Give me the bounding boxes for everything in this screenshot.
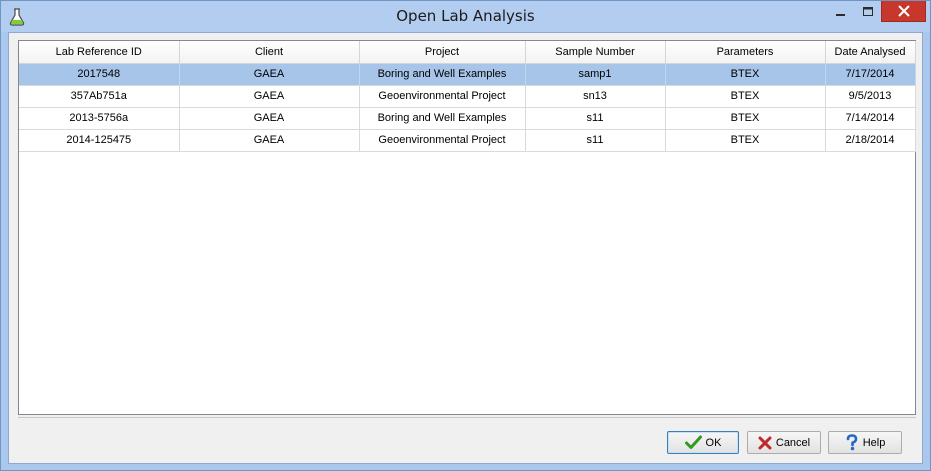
cell-lab-reference-id: 2014-125475 [19,129,180,152]
window-title: Open Lab Analysis [396,7,535,25]
flask-icon [9,8,25,26]
cell-parameters: BTEX [665,107,826,130]
help-button[interactable]: Help [828,431,902,454]
cell-date-analysed: 7/17/2014 [825,63,916,86]
cell-date-analysed: 2/18/2014 [825,129,916,152]
table-row[interactable]: 2017548 GAEA Boring and Well Examples sa… [19,63,916,86]
cancel-button[interactable]: Cancel [747,431,821,454]
cell-client: GAEA [179,85,360,108]
cell-lab-reference-id: 2013-5756a [19,107,180,130]
cell-project: Geoenvironmental Project [359,129,526,152]
cell-parameters: BTEX [665,85,826,108]
minimize-button[interactable] [828,1,854,22]
column-header-parameters[interactable]: Parameters [665,41,826,64]
column-header-date-analysed[interactable]: Date Analysed [825,41,916,64]
column-header-project[interactable]: Project [359,41,526,64]
cell-sample-number: samp1 [525,63,666,86]
button-panel: OK Cancel Help [18,417,916,457]
cell-lab-reference-id: 357Ab751a [19,85,180,108]
column-header-lab-reference-id[interactable]: Lab Reference ID [19,41,180,64]
cell-client: GAEA [179,129,360,152]
cell-sample-number: sn13 [525,85,666,108]
maximize-button[interactable] [854,1,881,22]
table-row[interactable]: 2014-125475 GAEA Geoenvironmental Projec… [19,129,916,152]
dialog-client-area: Lab Reference ID Client Project Sample N… [8,32,923,464]
cell-client: GAEA [179,107,360,130]
cell-project: Boring and Well Examples [359,107,526,130]
cell-parameters: BTEX [665,129,826,152]
cell-project: Geoenvironmental Project [359,85,526,108]
ok-button[interactable]: OK [667,431,739,454]
cell-lab-reference-id: 2017548 [19,63,180,86]
table-row[interactable]: 2013-5756a GAEA Boring and Well Examples… [19,107,916,130]
help-button-label: Help [862,436,886,449]
cell-sample-number: s11 [525,107,666,130]
close-icon [897,5,910,17]
minimize-icon [836,13,845,16]
cancel-button-label: Cancel [775,436,811,449]
title-bar[interactable]: Open Lab Analysis [1,1,930,32]
cell-sample-number: s11 [525,129,666,152]
question-mark-icon [846,434,857,451]
table-header-row: Lab Reference ID Client Project Sample N… [19,41,916,64]
ok-button-label: OK [705,436,722,449]
maximize-icon [862,6,873,16]
lab-analysis-table: Lab Reference ID Client Project Sample N… [19,41,916,152]
cell-date-analysed: 9/5/2013 [825,85,916,108]
column-header-sample-number[interactable]: Sample Number [525,41,666,64]
cell-date-analysed: 7/14/2014 [825,107,916,130]
cell-project: Boring and Well Examples [359,63,526,86]
table-row[interactable]: 357Ab751a GAEA Geoenvironmental Project … [19,85,916,108]
cell-client: GAEA [179,63,360,86]
column-header-client[interactable]: Client [179,41,360,64]
lab-analysis-grid[interactable]: Lab Reference ID Client Project Sample N… [18,40,916,415]
cell-parameters: BTEX [665,63,826,86]
cancel-x-icon [758,436,772,449]
close-button[interactable] [881,1,926,22]
checkmark-icon [684,435,702,449]
